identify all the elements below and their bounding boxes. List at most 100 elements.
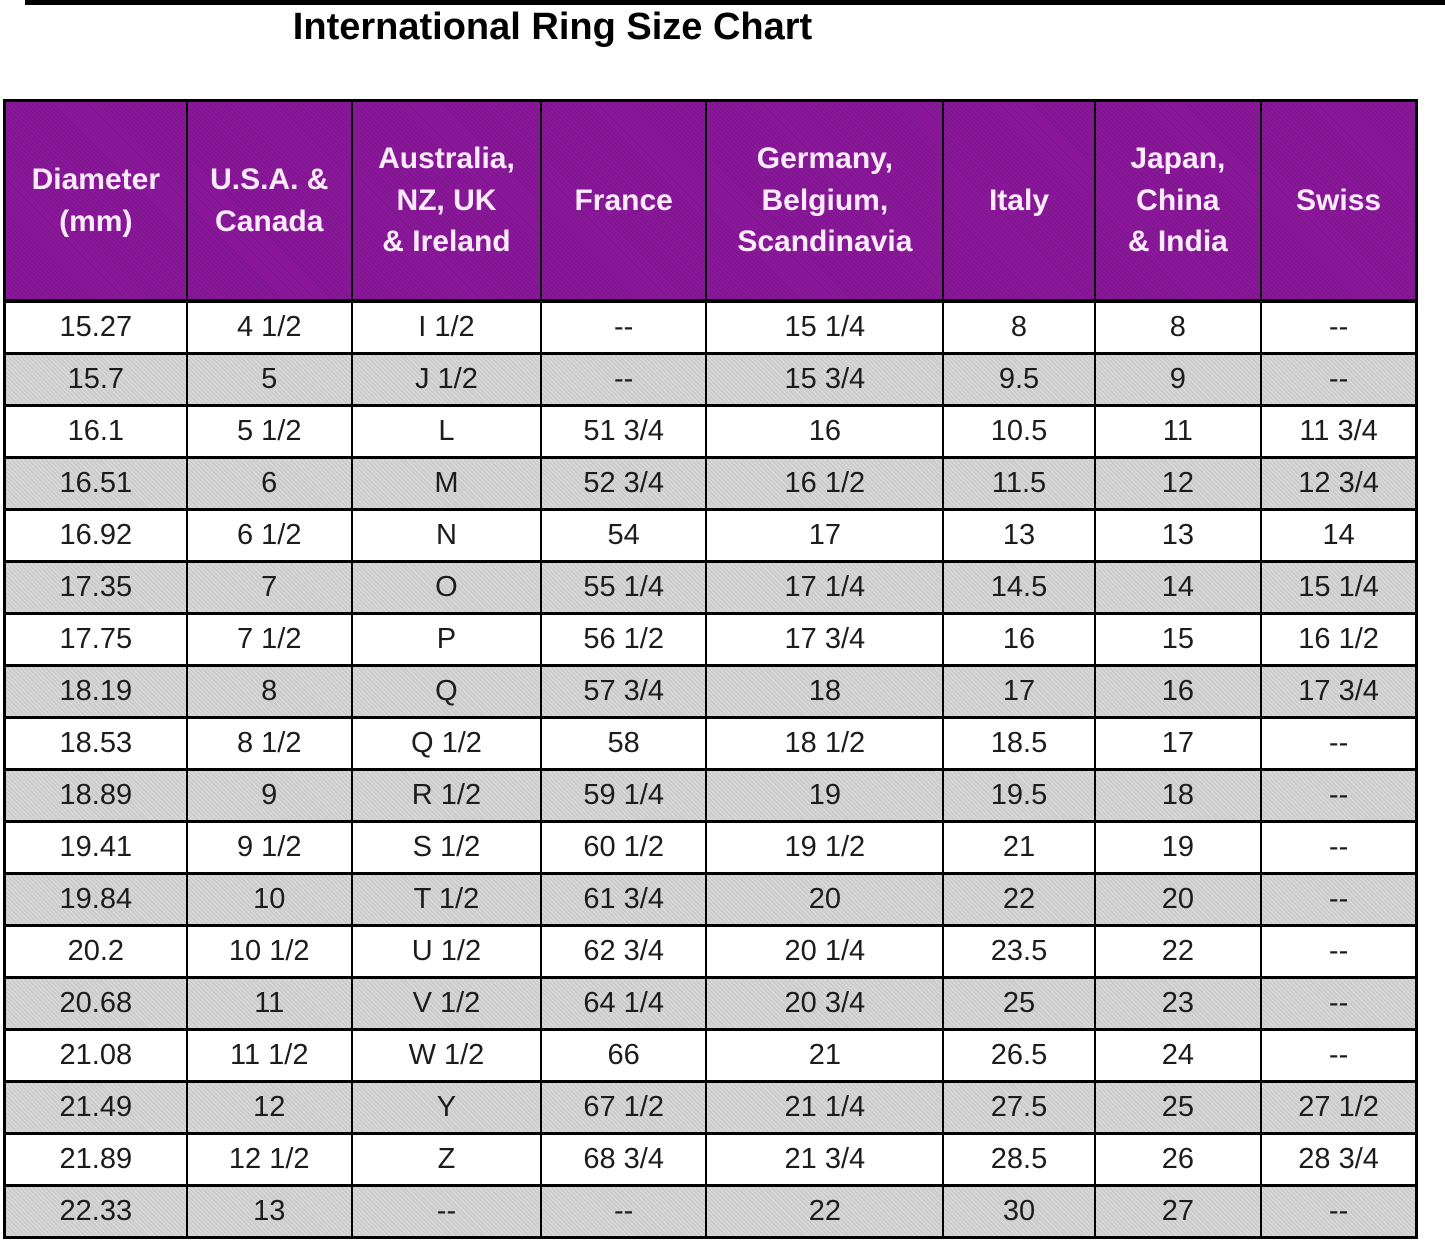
table-cell: 16.1 — [3, 404, 188, 459]
table-cell: -- — [1260, 820, 1418, 875]
table-cell: 19.5 — [942, 768, 1096, 823]
table-row: 16.1 5 1/2 L 51 3/4 16 10.5 11 11 3/4 — [3, 404, 1418, 459]
table-cell: -- — [1260, 716, 1418, 771]
table-cell: -- — [540, 1184, 708, 1239]
table-cell: 25 — [1093, 1080, 1263, 1135]
table-cell: 20.2 — [3, 924, 188, 979]
table-cell: 61 3/4 — [540, 872, 708, 927]
table-cell: 15.7 — [3, 352, 188, 407]
table-cell: 60 1/2 — [540, 820, 708, 875]
table-cell: 17 1/4 — [705, 560, 945, 615]
table-cell: 13 — [185, 1184, 353, 1239]
table-cell: 14 — [1260, 508, 1418, 563]
table-cell: 13 — [1093, 508, 1263, 563]
table-cell: 17 3/4 — [1260, 664, 1418, 719]
table-cell: 15 1/4 — [1260, 560, 1418, 615]
table-cell: 16.92 — [3, 508, 188, 563]
table-row: 20.2 10 1/2 U 1/2 62 3/4 20 1/4 23.5 22 -- — [3, 924, 1418, 979]
table-cell: -- — [1260, 1184, 1418, 1239]
table-cell: 23 — [1093, 976, 1263, 1031]
table-cell: 54 — [540, 508, 708, 563]
column-header: Germany, Belgium, Scandinavia — [705, 99, 945, 303]
table-cell: 19 — [1093, 820, 1263, 875]
table-cell: Q 1/2 — [350, 716, 543, 771]
table-cell: -- — [1260, 924, 1418, 979]
table-cell: S 1/2 — [350, 820, 543, 875]
table-cell: 64 1/4 — [540, 976, 708, 1031]
table-cell: 10 — [185, 872, 353, 927]
table-cell: 19.41 — [3, 820, 188, 875]
table-cell: 11.5 — [942, 456, 1096, 511]
table-cell: 5 1/2 — [185, 404, 353, 459]
table-cell: -- — [1260, 352, 1418, 407]
table-cell: 21.89 — [3, 1132, 188, 1187]
table-cell: 21 1/4 — [705, 1080, 945, 1135]
table-cell: 21 — [942, 820, 1096, 875]
table-cell: L — [350, 404, 543, 459]
table-cell: 15 — [1093, 612, 1263, 667]
table-cell: 18 — [1093, 768, 1263, 823]
table-cell: 18.5 — [942, 716, 1096, 771]
table-cell: -- — [1260, 976, 1418, 1031]
table-cell: 11 — [1093, 404, 1263, 459]
table-cell: Q — [350, 664, 543, 719]
table-cell: 51 3/4 — [540, 404, 708, 459]
table-cell: 12 — [1093, 456, 1263, 511]
table-cell: 10.5 — [942, 404, 1096, 459]
table-cell: 20 — [705, 872, 945, 927]
table-cell: 17.75 — [3, 612, 188, 667]
table-cell: I 1/2 — [350, 299, 543, 355]
table-cell: 15.27 — [3, 299, 188, 355]
table-cell: 8 1/2 — [185, 716, 353, 771]
table-row: 21.49 12 Y 67 1/2 21 1/4 27.5 25 27 1/2 — [3, 1080, 1418, 1135]
table-cell: 23.5 — [942, 924, 1096, 979]
table-row: 21.08 11 1/2 W 1/2 66 21 26.5 24 -- — [3, 1028, 1418, 1083]
table-cell: -- — [350, 1184, 543, 1239]
table-row: 20.68 11 V 1/2 64 1/4 20 3/4 25 23 -- — [3, 976, 1418, 1031]
table-row: 16.92 6 1/2 N 54 17 13 13 14 — [3, 508, 1418, 563]
table-cell: 14 — [1093, 560, 1263, 615]
table-cell: 24 — [1093, 1028, 1263, 1083]
table-cell: -- — [1260, 299, 1418, 355]
table-cell: 8 — [1093, 299, 1263, 355]
table-cell: 62 3/4 — [540, 924, 708, 979]
header-row: Diameter (mm) U.S.A. & Canada Australia, N… — [3, 99, 1418, 303]
table-row: 17.35 7 O 55 1/4 17 1/4 14.5 14 15 1/4 — [3, 560, 1418, 615]
table-cell: O — [350, 560, 543, 615]
column-header: Swiss — [1260, 99, 1418, 303]
column-header: U.S.A. & Canada — [185, 99, 353, 303]
table-cell: 11 1/2 — [185, 1028, 353, 1083]
table-cell: T 1/2 — [350, 872, 543, 927]
table-cell: 20 — [1093, 872, 1263, 927]
column-header: Italy — [942, 99, 1096, 303]
table-cell: 16 — [705, 404, 945, 459]
table-cell: 10 1/2 — [185, 924, 353, 979]
table-cell: 28.5 — [942, 1132, 1096, 1187]
table-cell: 30 — [942, 1184, 1096, 1239]
table-cell: 15 3/4 — [705, 352, 945, 407]
table-cell: 22 — [942, 872, 1096, 927]
table-cell: 25 — [942, 976, 1096, 1031]
table-cell: 16 1/2 — [705, 456, 945, 511]
table-cell: 21 3/4 — [705, 1132, 945, 1187]
table-cell: 14.5 — [942, 560, 1096, 615]
table-cell: 59 1/4 — [540, 768, 708, 823]
table-cell: 27 — [1093, 1184, 1263, 1239]
table-cell: 20 3/4 — [705, 976, 945, 1031]
table-cell: 12 3/4 — [1260, 456, 1418, 511]
table-cell: 21.08 — [3, 1028, 188, 1083]
table-row: 18.89 9 R 1/2 59 1/4 19 19.5 18 -- — [3, 768, 1418, 823]
table-cell: 22 — [705, 1184, 945, 1239]
table-cell: 58 — [540, 716, 708, 771]
table-cell: 17 — [705, 508, 945, 563]
table-cell: 17.35 — [3, 560, 188, 615]
column-header: Japan, China & India — [1093, 99, 1263, 303]
table-cell: W 1/2 — [350, 1028, 543, 1083]
table-cell: P — [350, 612, 543, 667]
table-cell: Y — [350, 1080, 543, 1135]
table-cell: 18 — [705, 664, 945, 719]
table-cell: 26 — [1093, 1132, 1263, 1187]
table-cell: 26.5 — [942, 1028, 1096, 1083]
table-cell: 21 — [705, 1028, 945, 1083]
